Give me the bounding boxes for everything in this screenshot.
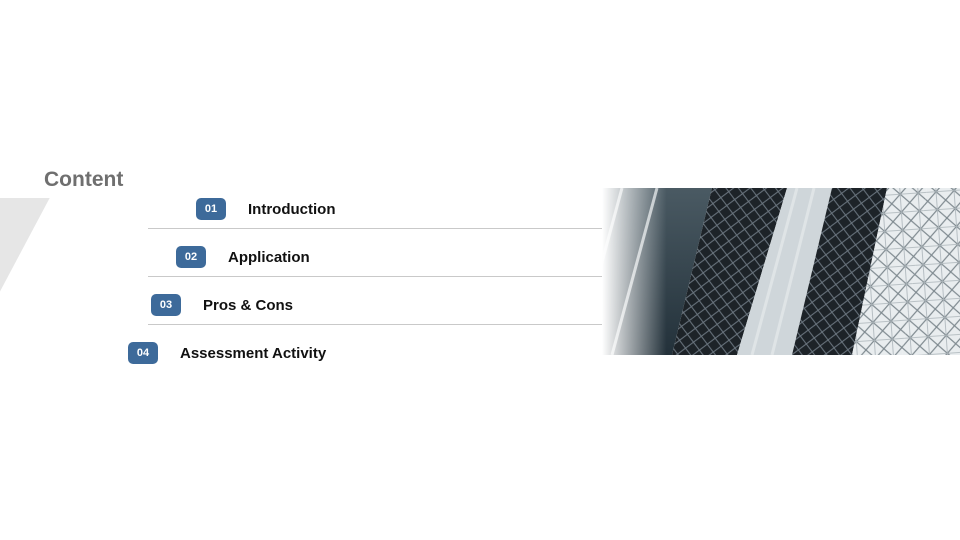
toc-item-3: 03 Pros & Cons <box>151 291 293 319</box>
toc-item-1: 01 Introduction <box>196 195 335 223</box>
toc-item-2: 02 Application <box>176 243 310 271</box>
divider-3 <box>148 324 643 325</box>
toc-label-4: Assessment Activity <box>180 345 326 362</box>
architecture-icon <box>602 188 960 355</box>
toc-badge-2: 02 <box>176 246 206 268</box>
toc-label-2: Application <box>228 249 310 266</box>
toc-badge-4: 04 <box>128 342 158 364</box>
toc-label-1: Introduction <box>248 201 335 218</box>
page-title: Content <box>44 168 123 192</box>
decorative-photo <box>602 188 960 355</box>
divider-2 <box>148 276 643 277</box>
content-slide: { "title": { "text": "Content", "color":… <box>0 0 960 540</box>
toc-item-4: 04 Assessment Activity <box>128 339 326 367</box>
toc-badge-1: 01 <box>196 198 226 220</box>
toc-label-3: Pros & Cons <box>203 297 293 314</box>
toc-badge-3: 03 <box>151 294 181 316</box>
divider-1 <box>148 228 643 229</box>
